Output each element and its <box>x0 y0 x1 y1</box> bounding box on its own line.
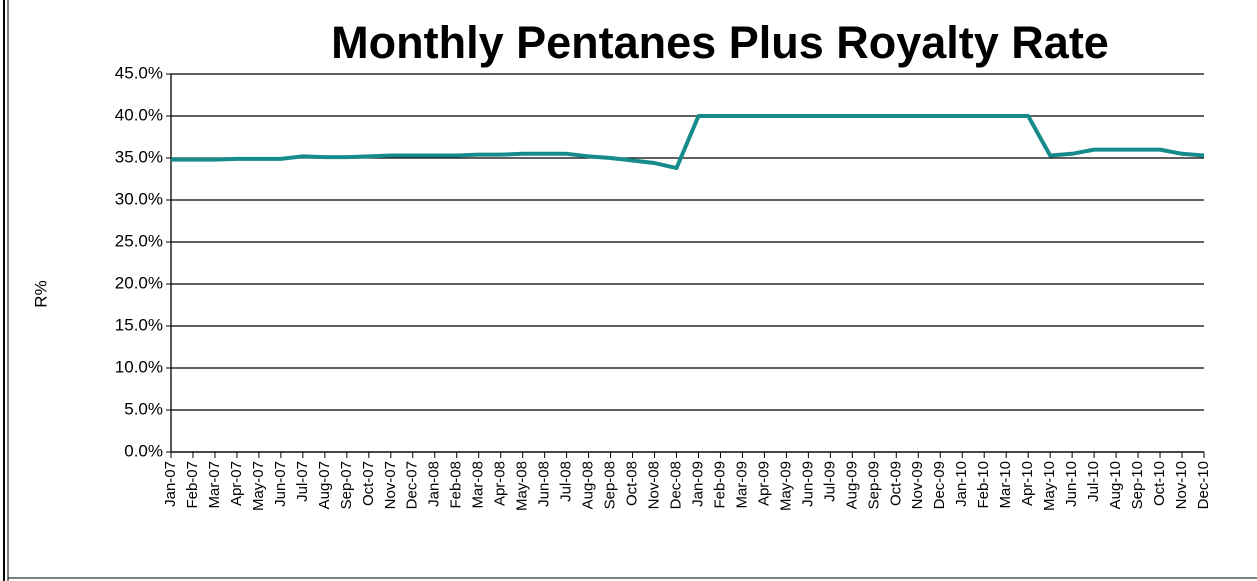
x-tick-label: Sep-07 <box>338 461 355 509</box>
x-tick-label: Nov-08 <box>646 461 663 509</box>
x-tick-label: Oct-09 <box>887 461 904 506</box>
y-tick-label: 0.0% <box>124 441 163 460</box>
x-tick-label: Oct-10 <box>1151 461 1168 506</box>
y-tick-label: 35.0% <box>115 147 163 166</box>
x-tick-label: Apr-08 <box>492 461 509 506</box>
x-tick-label: Dec-10 <box>1195 461 1212 509</box>
y-tick-label: 5.0% <box>124 399 163 418</box>
x-tick-label: Oct-08 <box>624 461 641 506</box>
x-tick-label: May-10 <box>1041 461 1058 511</box>
x-tick-label: Sep-10 <box>1129 461 1146 509</box>
x-tick-label: Mar-08 <box>470 461 487 509</box>
x-tick-label: Aug-08 <box>580 461 597 509</box>
x-tick-label: Jul-07 <box>294 461 311 502</box>
data-line <box>171 114 1205 171</box>
y-tick-label: 40.0% <box>115 105 163 124</box>
x-tick-label: Nov-09 <box>909 461 926 509</box>
x-tick-label: Feb-08 <box>448 461 465 509</box>
x-tick-label: Jan-09 <box>689 461 706 507</box>
x-tick-label: May-09 <box>777 461 794 511</box>
x-tick-label: Jun-07 <box>272 461 289 507</box>
x-tick-label: Jun-09 <box>799 461 816 507</box>
x-tick-label: Dec-08 <box>667 461 684 509</box>
x-tick-label: Jan-10 <box>953 461 970 507</box>
x-tick-label: Aug-10 <box>1107 461 1124 509</box>
x-tick-label: Jan-07 <box>162 461 179 507</box>
x-tick-label: Apr-10 <box>1019 461 1036 506</box>
y-axis-label: R% <box>31 280 50 307</box>
x-tick-label: Nov-07 <box>382 461 399 509</box>
x-tick-label: Jun-10 <box>1063 461 1080 507</box>
x-tick-label: Jul-08 <box>558 461 575 502</box>
y-tick-label: 15.0% <box>115 315 163 334</box>
x-tick-label: Nov-10 <box>1173 461 1190 509</box>
y-tick-label: 30.0% <box>115 189 163 208</box>
x-tick-label: Oct-07 <box>360 461 377 506</box>
x-tick-label: Jul-09 <box>821 461 838 502</box>
x-tick-label: Dec-07 <box>404 461 421 509</box>
x-tick-label: Dec-09 <box>931 461 948 509</box>
y-tick-label: 45.0% <box>115 63 163 82</box>
x-tick-label: Sep-08 <box>602 461 619 509</box>
x-tick-label: Apr-07 <box>228 461 245 506</box>
x-tick-label: May-07 <box>250 461 267 511</box>
x-tick-label: Feb-10 <box>975 461 992 509</box>
y-tick-label: 10.0% <box>115 357 163 376</box>
x-tick-label: Mar-09 <box>733 461 750 509</box>
x-tick-label: Aug-09 <box>843 461 860 509</box>
x-tick-label: Apr-09 <box>755 461 772 506</box>
y-tick-label: 25.0% <box>115 231 163 250</box>
chart-title: Monthly Pentanes Plus Royalty Rate <box>331 17 1109 68</box>
x-tick-label: Sep-09 <box>865 461 882 509</box>
x-tick-label: Mar-07 <box>206 461 223 509</box>
x-tick-label: Mar-10 <box>997 461 1014 509</box>
y-tick-label: 20.0% <box>115 273 163 292</box>
x-tick-label: May-08 <box>514 461 531 511</box>
x-tick-label: Aug-07 <box>316 461 333 509</box>
x-tick-label: Feb-07 <box>184 461 201 509</box>
x-tick-label: Jun-08 <box>536 461 553 507</box>
x-tick-label: Feb-09 <box>711 461 728 509</box>
x-tick-label: Jul-10 <box>1085 461 1102 502</box>
x-tick-label: Jan-08 <box>426 461 443 507</box>
